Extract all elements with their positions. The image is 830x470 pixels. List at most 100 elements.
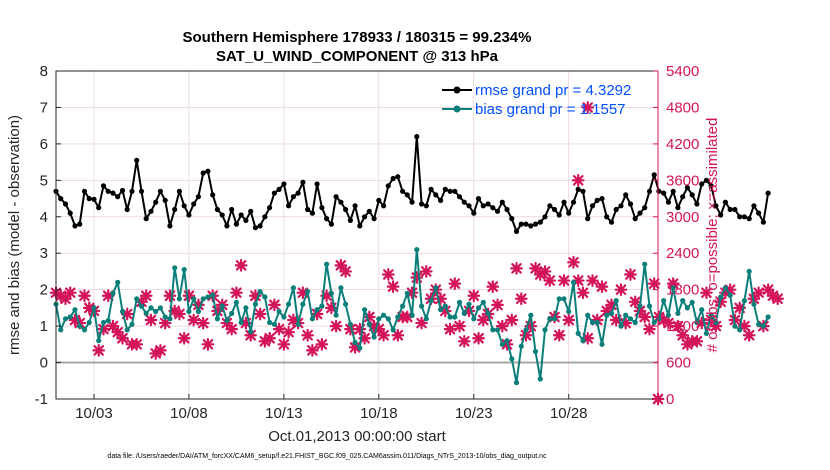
rmse-point (404, 192, 410, 198)
obs-count-marker (529, 262, 542, 275)
plot-area (49, 70, 784, 406)
bias-point (561, 296, 567, 302)
y-right-tick-label: 0 (666, 391, 674, 408)
obs-count-marker (225, 322, 239, 336)
rmse-point (314, 181, 320, 187)
rmse-point (480, 203, 486, 209)
bias-point (642, 261, 648, 267)
bias-point (475, 305, 482, 311)
bias-point (637, 303, 643, 309)
rmse-point (551, 206, 558, 213)
obs-count-marker (443, 322, 457, 336)
y-tick-label: 2 (40, 282, 48, 299)
bias-point (400, 303, 406, 309)
bias-point (547, 316, 553, 322)
rmse-point (680, 194, 686, 200)
obs-count-marker (282, 325, 295, 339)
bias-point (599, 341, 605, 347)
bias-point (471, 316, 477, 322)
obs-count-marker (576, 286, 590, 300)
y-tick-label: 0 (40, 355, 48, 372)
rmse-point (309, 210, 315, 216)
rmse-point (119, 187, 126, 194)
rmse-point (537, 219, 543, 225)
bias-point (494, 327, 501, 333)
rmse-point (200, 170, 206, 176)
bias-point (528, 312, 534, 318)
obs-count-marker (614, 283, 628, 297)
bias-point (124, 327, 130, 333)
obs-count-marker (600, 304, 614, 318)
rmse-point (623, 192, 629, 198)
obs-count-marker (491, 298, 504, 312)
obs-count-marker (552, 328, 566, 342)
bias-point (72, 307, 78, 313)
rmse-point (570, 199, 577, 205)
obs-count-marker (676, 328, 690, 342)
bias-point (623, 312, 629, 318)
obs-count-marker (453, 319, 466, 333)
y-tick-label: 1 (40, 318, 48, 335)
obs-count-marker (135, 295, 148, 309)
bias-point (290, 285, 296, 291)
rmse-point (684, 185, 691, 191)
chart-subtitle: SAT_U_WIND_COMPONENT @ 313 hPa (216, 48, 499, 65)
obs-count-marker (158, 316, 172, 330)
y-axis-label: rmse and bias (model - observation) (6, 115, 23, 355)
rmse-point (281, 181, 287, 187)
rmse-point (428, 186, 434, 192)
bias-point (381, 312, 387, 318)
rmse-point (138, 188, 145, 194)
rmse-point (381, 203, 387, 209)
rmse-point (613, 206, 619, 213)
obs-count-marker (192, 298, 205, 312)
bias-point (319, 303, 325, 309)
rmse-point (566, 210, 572, 216)
bias-point (618, 323, 624, 329)
obs-count-marker (581, 101, 595, 114)
bias-point (746, 268, 752, 274)
rmse-point (499, 199, 505, 205)
obs-count-marker (201, 337, 215, 351)
obs-count-marker (557, 274, 571, 287)
bias-point (480, 299, 486, 305)
obs-count-marker (681, 337, 694, 351)
obs-count-marker (211, 304, 224, 318)
obs-count-marker (329, 319, 343, 333)
bias-point (689, 299, 695, 305)
rmse-point (134, 157, 140, 163)
bias-point (210, 292, 216, 298)
rmse-point (167, 223, 173, 229)
obs-count-marker (742, 328, 756, 342)
bias-point (414, 247, 420, 253)
obs-count-marker (719, 286, 732, 300)
obs-count-marker (419, 265, 433, 278)
bias-point (737, 327, 743, 333)
bias-point (343, 301, 349, 307)
rmse-point (737, 214, 743, 220)
bias-point (513, 380, 520, 386)
bias-point (262, 294, 268, 300)
bias-point (119, 308, 126, 315)
rmse-point (751, 203, 757, 209)
bias-point (62, 316, 69, 322)
y-right-tick-label: 1800 (666, 282, 699, 299)
x-tick-label: 10/08 (170, 405, 208, 422)
legend-bias-label: bias grand pr = 1.1557 (475, 101, 626, 118)
bias-point (110, 290, 116, 296)
bias-point (632, 319, 638, 326)
obs-count-marker (168, 304, 182, 318)
obs-count-marker (63, 286, 77, 300)
bias-point (67, 314, 73, 320)
rmse-point (362, 214, 368, 220)
obs-count-marker (738, 319, 751, 333)
rmse-point (181, 203, 187, 209)
obs-count-marker (239, 316, 253, 330)
rmse-point (689, 192, 695, 198)
obs-count-marker (263, 331, 276, 345)
bias-series (53, 247, 771, 386)
rmse-point (157, 188, 163, 194)
rmse-point (390, 175, 396, 182)
obs-count-marker (586, 274, 599, 287)
